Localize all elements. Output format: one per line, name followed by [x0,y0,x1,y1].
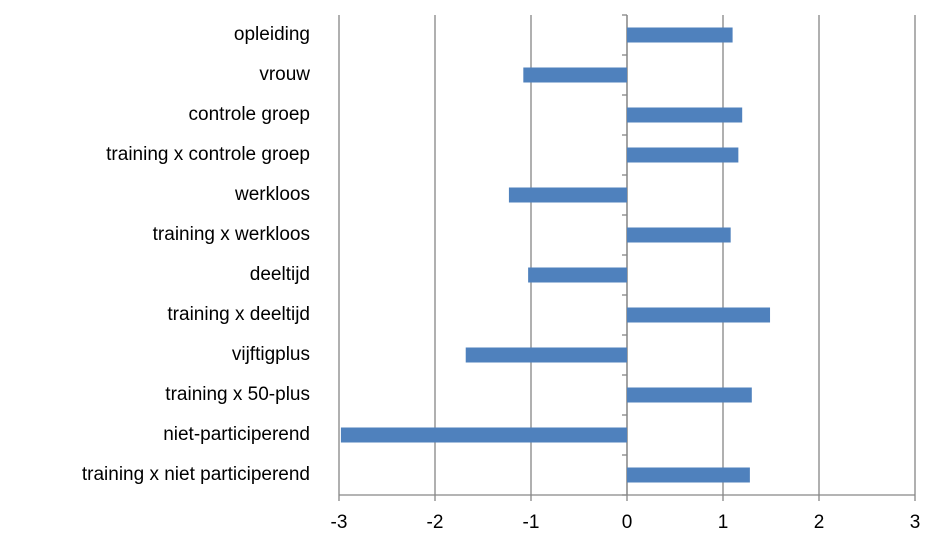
bar [627,227,731,243]
x-tick-label: -1 [523,512,540,533]
x-tick-label: 3 [910,512,921,533]
y-tick-label: werkloos [234,184,310,205]
x-tick-label: -2 [427,512,444,533]
y-tick-label: opleiding [234,24,310,45]
x-tick-label: 2 [814,512,825,533]
bar [627,307,771,323]
y-tick-label: deeltijd [250,264,310,285]
y-tick-label: training x werkloos [153,224,310,245]
bar [523,67,627,83]
y-tick-label: training x niet participerend [82,464,310,485]
y-tick-label: vrouw [259,64,310,85]
x-tick-label: 0 [622,512,633,533]
bar [627,387,752,403]
bar [528,267,627,283]
bar [508,187,627,203]
x-tick-label: -3 [331,512,348,533]
y-tick-label: controle groep [189,104,310,125]
y-tick-label: vijftigplus [232,344,310,365]
y-tick-label: training x deeltijd [167,304,310,325]
y-tick-label: training x controle groep [106,144,310,165]
bar [627,467,750,483]
bar [627,147,739,163]
x-tick-label: 1 [718,512,729,533]
bar [627,107,743,123]
bar [340,427,627,443]
y-tick-label: niet-participerend [163,424,310,445]
bar [465,347,627,363]
bar [627,27,733,43]
y-tick-label: training x 50-plus [165,384,310,405]
